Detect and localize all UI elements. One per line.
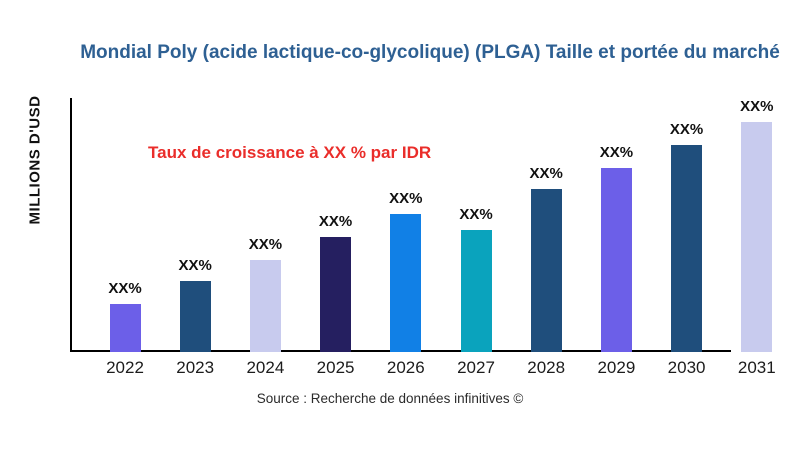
growth-rate-annotation: Taux de croissance à XX % par IDR	[148, 143, 432, 162]
bar-value-label-2025: XX%	[318, 213, 353, 230]
x-tick-label-2025: 2025	[316, 358, 355, 377]
bar-value-label-2029: XX%	[599, 144, 634, 161]
bar-2030	[671, 145, 703, 352]
bar-value-label-2024: XX%	[248, 236, 283, 253]
x-tick-label-2029: 2029	[597, 358, 636, 377]
y-axis-label: MILLIONS D'USD	[26, 95, 44, 225]
bar-value-label-2027: XX%	[459, 206, 493, 224]
bar-value-label-2023: XX%	[178, 256, 212, 274]
bar-2029	[600, 168, 632, 352]
bar-2026	[390, 214, 422, 352]
x-tick-label-2022: 2022	[106, 358, 144, 377]
y-axis-line	[70, 98, 72, 352]
source-text: Source : Recherche de données infinitive…	[256, 391, 524, 406]
bar-value-label-2026: XX%	[389, 190, 423, 207]
x-tick-label-2028: 2028	[527, 358, 566, 377]
bar-2031	[741, 122, 773, 352]
x-tick-label-2023: 2023	[176, 358, 215, 377]
x-tick-label-2030: 2030	[667, 358, 706, 377]
bar-value-label-2031: XX%	[740, 98, 774, 115]
bar-2027	[460, 230, 492, 352]
bar-2022	[109, 303, 141, 352]
bar-value-label-2030: XX%	[669, 121, 704, 138]
x-tick-label-2031: 2031	[737, 358, 776, 377]
x-tick-label-2024: 2024	[246, 358, 285, 377]
bar-value-label-2028: XX%	[529, 164, 563, 182]
plot-area: XX% 2022 XX% 2023 XX% 2024 XX% 2025 XX% 2026 XX% 20…	[70, 98, 790, 377]
bar-value-label-2022: XX%	[108, 279, 142, 297]
bar-2023	[179, 280, 211, 352]
bar-2028	[530, 188, 562, 352]
x-tick-label-2027: 2027	[457, 358, 495, 377]
chart-title: Mondial Poly (acide lactique-co-glycoliq…	[80, 42, 780, 63]
bar-2024	[249, 260, 281, 352]
x-tick-label-2026: 2026	[386, 358, 425, 377]
bar-2025	[320, 237, 352, 352]
